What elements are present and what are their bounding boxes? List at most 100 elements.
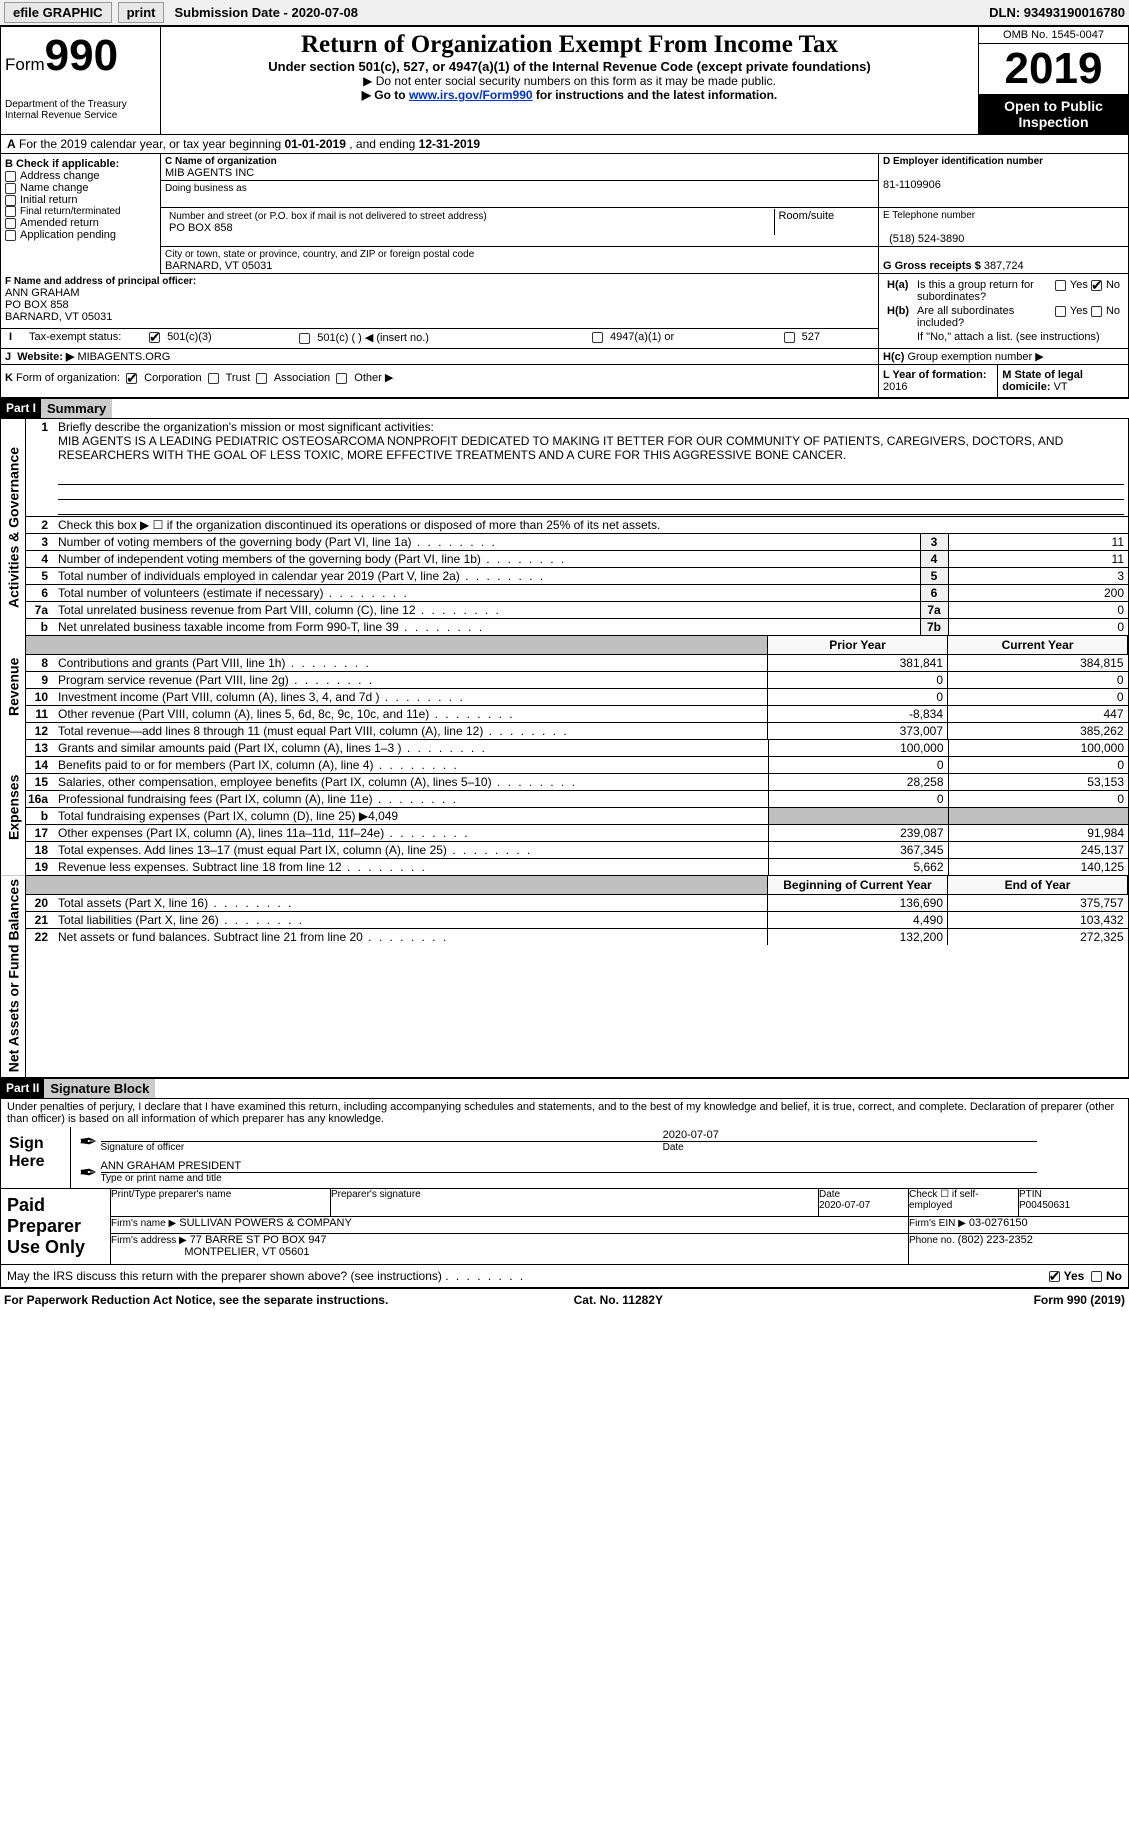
Hb-note: If "No," attach a list. (see instruction… xyxy=(913,330,1124,344)
tax-year: 2019 xyxy=(979,44,1128,94)
prep-self-employed[interactable]: Check ☐ if self-employed xyxy=(909,1189,1019,1217)
vlabel-governance: Activities & Governance xyxy=(1,419,26,635)
prep-date: 2020-07-07 xyxy=(819,1200,870,1211)
chk-501c3[interactable] xyxy=(149,332,160,343)
chk-501c[interactable] xyxy=(299,333,310,344)
table-row: 20Total assets (Part X, line 16)136,6903… xyxy=(26,895,1128,912)
chk-address-change[interactable]: Address change xyxy=(5,170,156,182)
table-row: 4Number of independent voting members of… xyxy=(26,551,1128,568)
efile-button[interactable]: efile GRAPHIC xyxy=(4,2,112,23)
chk-initial-return[interactable]: Initial return xyxy=(5,194,156,206)
sig-name: ANN GRAHAM PRESIDENT xyxy=(101,1160,1038,1173)
Hb-label: Are all subordinates included? xyxy=(913,304,1051,330)
firm-ein: 03-0276150 xyxy=(969,1217,1028,1229)
dept-treasury: Department of the Treasury xyxy=(5,99,156,110)
col-current: Current Year xyxy=(948,636,1128,655)
top-toolbar: efile GRAPHIC print Submission Date - 20… xyxy=(0,0,1129,26)
sig-date-label: Date xyxy=(663,1141,1038,1153)
discuss-row: May the IRS discuss this return with the… xyxy=(0,1265,1129,1288)
table-row: 21Total liabilities (Part X, line 26)4,4… xyxy=(26,912,1128,929)
perjury-text: Under penalties of perjury, I declare th… xyxy=(0,1099,1129,1127)
Hb-yes[interactable] xyxy=(1055,306,1066,317)
table-row: bNet unrelated business taxable income f… xyxy=(26,619,1128,636)
form-header: Form990 Department of the Treasury Inter… xyxy=(0,26,1129,135)
firm-addr1: 77 BARRE ST PO BOX 947 xyxy=(190,1234,327,1246)
col-begin: Beginning of Current Year xyxy=(768,876,948,895)
addr-label: Number and street (or P.O. box if mail i… xyxy=(169,211,487,222)
chk-527[interactable] xyxy=(784,332,795,343)
discuss-no[interactable] xyxy=(1091,1271,1102,1282)
I-label: Tax-exempt status: xyxy=(25,330,145,345)
table-row: 11Other revenue (Part VIII, column (A), … xyxy=(26,706,1128,723)
vlabel-revenue: Revenue xyxy=(1,635,26,739)
form-subtitle: Under section 501(c), 527, or 4947(a)(1)… xyxy=(165,59,974,74)
col-prior: Prior Year xyxy=(768,636,948,655)
omb-number: OMB No. 1545-0047 xyxy=(979,27,1128,44)
dba-label: Doing business as xyxy=(165,183,247,194)
state-domicile: VT xyxy=(1054,381,1068,393)
part1-header: Part ISummary xyxy=(0,398,1129,419)
open-inspection: Open to Public Inspection xyxy=(979,94,1128,134)
ptin: P00450631 xyxy=(1019,1200,1070,1211)
Hc-label: Group exemption number ▶ xyxy=(907,351,1043,363)
dln: DLN: 93493190016780 xyxy=(989,5,1125,20)
sig-name-label: Type or print name and title xyxy=(101,1173,1038,1184)
street-address: PO BOX 858 xyxy=(169,222,233,234)
chk-name-change[interactable]: Name change xyxy=(5,182,156,194)
website: MIBAGENTS.ORG xyxy=(77,351,170,363)
ein: 81-1109906 xyxy=(883,179,941,191)
prep-name-label: Print/Type preparer's name xyxy=(111,1189,331,1217)
form990-link[interactable]: www.irs.gov/Form990 xyxy=(409,88,533,102)
city-state-zip: BARNARD, VT 05031 xyxy=(165,260,272,272)
sig-date-value: 2020-07-07 xyxy=(663,1129,1038,1142)
table-row: 18Total expenses. Add lines 13–17 (must … xyxy=(26,842,1128,859)
discuss-yes[interactable] xyxy=(1049,1271,1060,1282)
Ha-no[interactable] xyxy=(1091,280,1102,291)
table-row: 13Grants and similar amounts paid (Part … xyxy=(26,740,1128,757)
K-label: Form of organization: xyxy=(16,372,120,384)
part1-body: Activities & Governance 1 Briefly descri… xyxy=(0,419,1129,1078)
prep-sig-label: Preparer's signature xyxy=(331,1189,819,1217)
chk-other[interactable] xyxy=(336,373,347,384)
table-row: 15Salaries, other compensation, employee… xyxy=(26,774,1128,791)
paid-preparer-label: Paid Preparer Use Only xyxy=(1,1189,111,1265)
table-row: 14Benefits paid to or for members (Part … xyxy=(26,757,1128,774)
table-row: 10Investment income (Part VIII, column (… xyxy=(26,689,1128,706)
line-A: A For the 2019 calendar year, or tax yea… xyxy=(0,135,1129,153)
sign-here-block: Sign Here ✒ 2020-07-07 Signature of offi… xyxy=(0,1127,1129,1189)
chk-amended-return[interactable]: Amended return xyxy=(5,217,156,229)
table-row: 19Revenue less expenses. Subtract line 1… xyxy=(26,859,1128,876)
line2: Check this box ▶ ☐ if the organization d… xyxy=(54,517,1128,534)
form-label: Form990 xyxy=(5,31,156,81)
submission-date: Submission Date - 2020-07-08 xyxy=(174,5,358,20)
dept-irs: Internal Revenue Service xyxy=(5,110,156,121)
officer-city: BARNARD, VT 05031 xyxy=(5,311,112,323)
chk-final-return[interactable]: Final return/terminated xyxy=(5,206,156,217)
table-row: 16aProfessional fundraising fees (Part I… xyxy=(26,791,1128,808)
chk-4947[interactable] xyxy=(592,332,603,343)
chk-application-pending[interactable]: Application pending xyxy=(5,229,156,241)
Ha-yes[interactable] xyxy=(1055,280,1066,291)
note-goto: ▶ Go to www.irs.gov/Form990 for instruct… xyxy=(165,88,974,102)
table-row: 6Total number of volunteers (estimate if… xyxy=(26,585,1128,602)
chk-corp[interactable] xyxy=(126,373,137,384)
Ha-label: Is this a group return for subordinates? xyxy=(913,278,1051,304)
chk-trust[interactable] xyxy=(208,373,219,384)
vlabel-netassets: Net Assets or Fund Balances xyxy=(1,875,26,1077)
table-row: bTotal fundraising expenses (Part IX, co… xyxy=(26,808,1128,825)
table-row: 17Other expenses (Part IX, column (A), l… xyxy=(26,825,1128,842)
table-row: 22Net assets or fund balances. Subtract … xyxy=(26,929,1128,946)
entity-block: B Check if applicable: Address change Na… xyxy=(0,153,1129,398)
firm-addr2: MONTPELIER, VT 05601 xyxy=(184,1246,309,1258)
B-label: B Check if applicable: xyxy=(5,158,156,170)
print-button[interactable]: print xyxy=(118,2,165,23)
Hb-no[interactable] xyxy=(1091,306,1102,317)
firm-name: SULLIVAN POWERS & COMPANY xyxy=(179,1217,352,1229)
note-ssn: ▶ Do not enter social security numbers o… xyxy=(165,74,974,88)
J-label: Website: ▶ xyxy=(17,351,74,363)
G-label: G Gross receipts $ xyxy=(883,260,981,272)
E-label: E Telephone number xyxy=(883,210,975,221)
chk-assoc[interactable] xyxy=(256,373,267,384)
col-end: End of Year xyxy=(948,876,1128,895)
page-footer: For Paperwork Reduction Act Notice, see … xyxy=(0,1288,1129,1311)
